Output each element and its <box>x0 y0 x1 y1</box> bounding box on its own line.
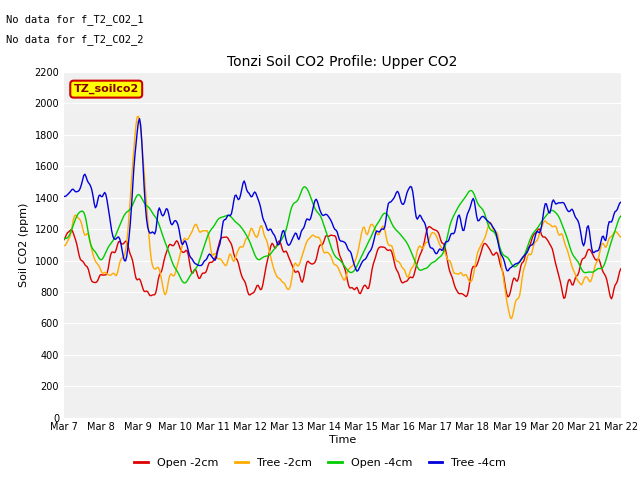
Open -2cm <box>425 224 433 229</box>
Open -4cm <box>234 221 242 227</box>
Open -2cm <box>607 296 615 301</box>
Tree -2cm <box>373 230 381 236</box>
Open -4cm <box>60 236 68 241</box>
Open -4cm <box>401 237 408 242</box>
Line: Open -4cm: Open -4cm <box>64 187 621 283</box>
Open -4cm <box>374 220 381 226</box>
Line: Tree -2cm: Tree -2cm <box>64 116 621 319</box>
Tree -2cm <box>508 316 515 322</box>
Tree -2cm <box>296 260 304 265</box>
Tree -2cm <box>470 267 478 273</box>
Legend: Open -2cm, Tree -2cm, Open -4cm, Tree -4cm: Open -2cm, Tree -2cm, Open -4cm, Tree -4… <box>130 453 510 472</box>
Text: No data for f_T2_CO2_1: No data for f_T2_CO2_1 <box>6 14 144 25</box>
Open -2cm <box>399 280 406 286</box>
Tree -4cm <box>374 228 381 234</box>
Tree -2cm <box>568 264 576 269</box>
Open -2cm <box>470 264 478 269</box>
Y-axis label: Soil CO2 (ppm): Soil CO2 (ppm) <box>19 203 29 287</box>
Tree -4cm <box>296 234 304 240</box>
Open -2cm <box>617 266 625 272</box>
Open -4cm <box>181 280 189 286</box>
Open -2cm <box>372 254 380 260</box>
Tree -4cm <box>568 206 576 212</box>
Tree -2cm <box>234 247 242 253</box>
Tree -2cm <box>60 243 68 249</box>
Tree -4cm <box>353 268 361 274</box>
Tree -2cm <box>617 234 625 240</box>
Open -2cm <box>295 269 303 275</box>
Tree -4cm <box>472 205 479 211</box>
Open -4cm <box>617 213 625 219</box>
Tree -2cm <box>399 266 407 272</box>
Line: Tree -4cm: Tree -4cm <box>64 119 621 271</box>
Open -2cm <box>567 279 575 285</box>
Open -4cm <box>296 192 304 198</box>
Tree -4cm <box>617 199 625 205</box>
Tree -4cm <box>234 197 242 203</box>
Tree -2cm <box>134 113 142 119</box>
X-axis label: Time: Time <box>329 435 356 445</box>
Open -4cm <box>301 184 308 190</box>
Tree -4cm <box>60 193 68 199</box>
Text: TZ_soilco2: TZ_soilco2 <box>74 84 139 94</box>
Title: Tonzi Soil CO2 Profile: Upper CO2: Tonzi Soil CO2 Profile: Upper CO2 <box>227 56 458 70</box>
Open -4cm <box>568 250 576 256</box>
Line: Open -2cm: Open -2cm <box>64 227 621 299</box>
Open -4cm <box>472 195 479 201</box>
Open -2cm <box>60 237 68 242</box>
Open -2cm <box>234 257 241 263</box>
Tree -4cm <box>136 116 143 121</box>
Text: No data for f_T2_CO2_2: No data for f_T2_CO2_2 <box>6 34 144 45</box>
Tree -4cm <box>401 199 408 205</box>
